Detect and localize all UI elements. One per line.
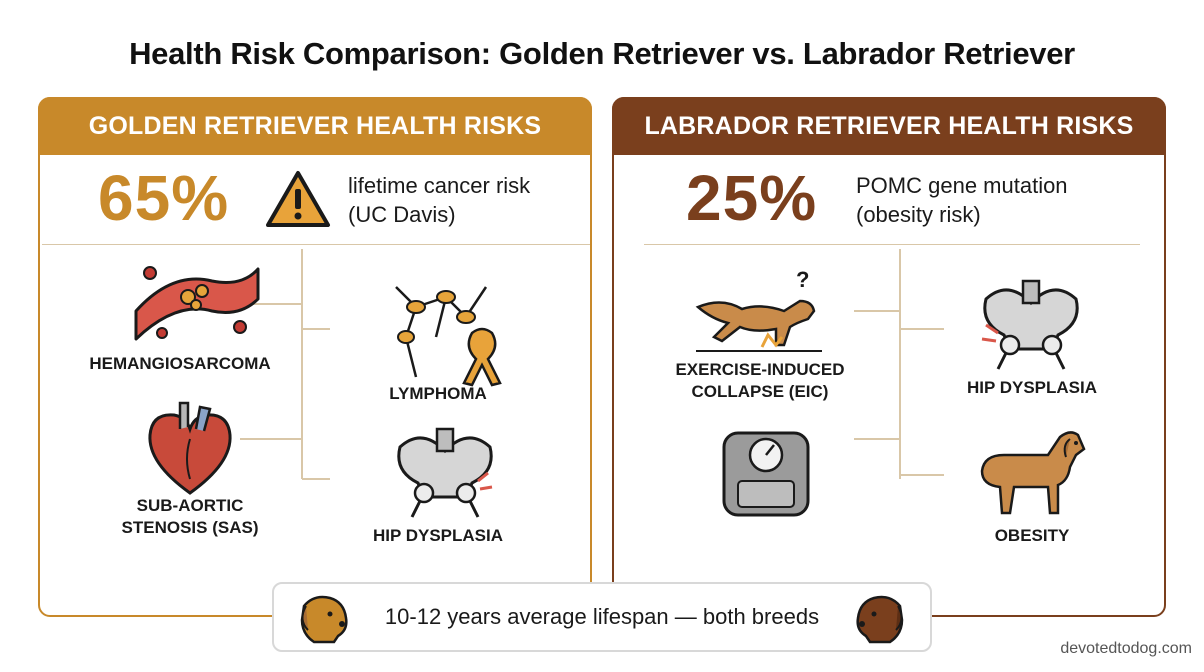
dog-head-icon — [300, 595, 348, 644]
sas-label-line1: SUB-AORTIC — [136, 496, 244, 515]
labrador-panel: LABRADOR RETRIEVER HEALTH RISKS 25% POMC… — [612, 97, 1166, 617]
labrador-stat-line1: POMC gene mutation — [856, 173, 1068, 198]
eic-label: EXERCISE-INDUCED COLLAPSE (EIC) — [660, 359, 860, 403]
scale-icon — [722, 431, 810, 517]
labrador-divider — [644, 244, 1140, 245]
golden-stat-line2: (UC Davis) — [348, 202, 456, 227]
labrador-stat-value: 25% — [686, 162, 818, 234]
eic-label-line1: EXERCISE-INDUCED — [675, 360, 845, 379]
blood-vessel-icon — [134, 266, 260, 341]
labrador-stat-description: POMC gene mutation (obesity risk) — [856, 171, 1068, 229]
lifespan-text: 10-12 years average lifespan — both bree… — [384, 604, 820, 629]
dog-head-icon — [856, 595, 904, 644]
golden-divider — [42, 244, 590, 245]
obesity-label: OBESITY — [994, 526, 1070, 545]
lymphoma-label: LYMPHOMA — [389, 384, 487, 403]
sas-label: SUB-AORTIC STENOSIS (SAS) — [100, 495, 280, 539]
labrador-panel-header: LABRADOR RETRIEVER HEALTH RISKS — [612, 97, 1166, 155]
heart-icon — [148, 401, 232, 495]
golden-panel-header: GOLDEN RETRIEVER HEALTH RISKS — [38, 97, 592, 155]
site-credit: devotedtodog.com — [1060, 640, 1192, 657]
pelvis-icon — [981, 279, 1079, 370]
dog-icon — [980, 431, 1086, 515]
collapsing-dog-icon: ? — [695, 267, 822, 352]
svg-text:?: ? — [796, 267, 809, 292]
golden-panel: GOLDEN RETRIEVER HEALTH RISKS 65% lifeti… — [38, 97, 592, 617]
page-title: Health Risk Comparison: Golden Retriever… — [129, 36, 1075, 71]
lifespan-banner: 10-12 years average lifespan — both bree… — [272, 582, 932, 652]
pelvis-icon — [397, 427, 493, 518]
lymph-node-icon — [395, 286, 502, 387]
golden-hip-dysplasia-label: HIP DYSPLASIA — [372, 526, 504, 545]
warning-icon — [266, 171, 330, 227]
labrador-connector-lines — [854, 249, 944, 479]
labrador-stat-line2: (obesity risk) — [856, 202, 981, 227]
eic-label-line2: COLLAPSE (EIC) — [691, 382, 829, 401]
labrador-hip-dysplasia-label: HIP DYSPLASIA — [966, 378, 1098, 397]
golden-stat-value: 65% — [98, 162, 230, 234]
golden-stat-line1: lifetime cancer risk — [348, 173, 531, 198]
golden-stat-description: lifetime cancer risk (UC Davis) — [348, 171, 530, 229]
sas-label-line2: STENOSIS (SAS) — [121, 518, 259, 537]
hemangiosarcoma-label: HEMANGIOSARCOMA — [89, 354, 271, 373]
